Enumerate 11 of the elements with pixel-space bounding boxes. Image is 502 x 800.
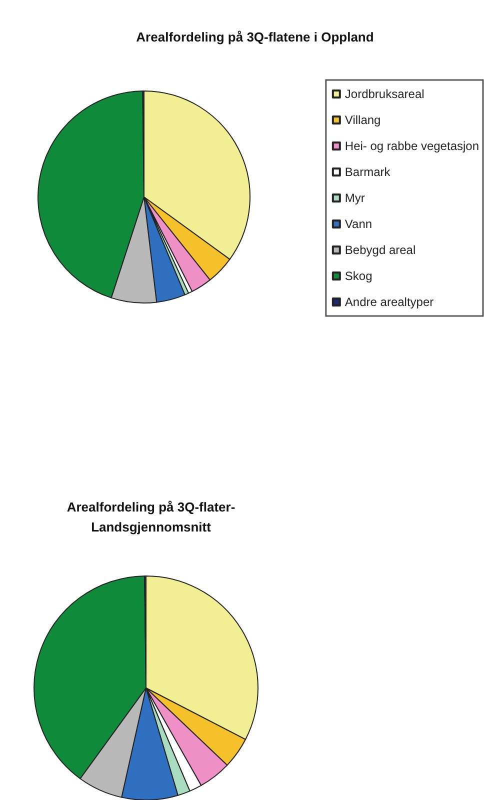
legend-label: Jordbruksareal bbox=[344, 87, 424, 101]
legend-label: Bebygd areal bbox=[344, 243, 416, 257]
legend-label: Vann bbox=[344, 217, 372, 231]
legend-label: Hei- og rabbe vegetasjon bbox=[344, 139, 480, 153]
chart-title: Arealfordeling på 3Q-flater- Landsgjennomsnitt bbox=[66, 500, 236, 534]
legend-label: Villang bbox=[344, 113, 381, 127]
legend-label: Myr bbox=[344, 191, 365, 205]
legend-label: Barmark bbox=[344, 165, 392, 179]
legend-label: Andre arealtyper bbox=[344, 295, 434, 309]
chart-title: Arealfordeling på 3Q-flatene i Oppland bbox=[136, 30, 374, 44]
legend-label: Skog bbox=[344, 269, 372, 283]
